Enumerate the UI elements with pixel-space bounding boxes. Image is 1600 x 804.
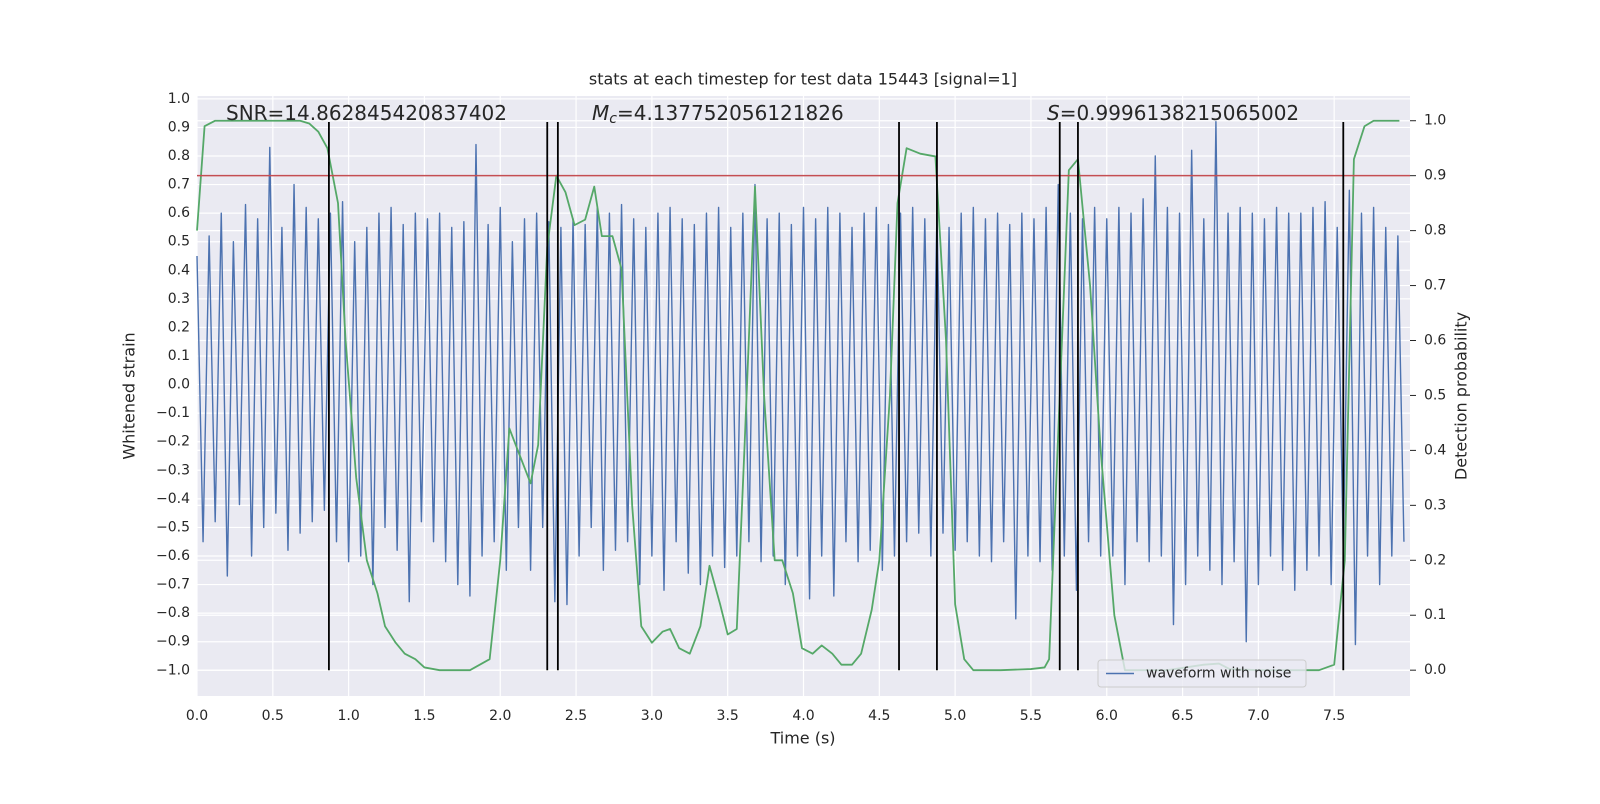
chart-title: stats at each timestep for test data 154… xyxy=(589,70,1017,89)
x-tick-label: 2.5 xyxy=(565,708,587,724)
annotation: S=0.9996138215065002 xyxy=(1047,101,1299,125)
y-tick-label: 0.3 xyxy=(168,291,190,307)
x-tick-label: 3.5 xyxy=(717,708,739,724)
y-tick-label: −0.6 xyxy=(156,548,190,564)
y-tick-label: −0.2 xyxy=(156,434,190,450)
x-tick-label: 2.0 xyxy=(489,708,511,724)
labels: stats at each timestep for test data 154… xyxy=(120,70,1471,748)
y-tick-label: 0.8 xyxy=(168,148,190,164)
y-tick-label: 0.1 xyxy=(168,348,190,364)
y-tick-label: 0.7 xyxy=(168,177,190,193)
x-tick-label: 1.5 xyxy=(413,708,435,724)
annotation: Mc=4.137752056121826 xyxy=(592,101,844,128)
y-tick-label: 0.0 xyxy=(168,377,190,393)
annotation-symbol: S xyxy=(1047,101,1060,125)
y2-tick-label: 0.7 xyxy=(1424,278,1446,294)
y-tick-label: −0.7 xyxy=(156,577,190,593)
y-tick-label: −0.3 xyxy=(156,462,190,478)
x-tick-label: 1.0 xyxy=(337,708,359,724)
y-tick-label: 0.4 xyxy=(168,262,190,278)
legend-label: waveform with noise xyxy=(1146,666,1291,682)
y-tick-label: −0.5 xyxy=(156,519,190,535)
annotation-text: =4.137752056121826 xyxy=(617,101,844,125)
x-tick-label: 5.0 xyxy=(944,708,966,724)
annotation-subscript: c xyxy=(609,111,617,127)
y2-tick-label: 0.0 xyxy=(1424,662,1446,678)
x-tick-label: 3.0 xyxy=(641,708,663,724)
x-tick-label: 0.0 xyxy=(186,708,208,724)
y2-tick-label: 0.5 xyxy=(1424,387,1446,403)
y-tick-label: −0.8 xyxy=(156,605,190,621)
y-tick-label: −0.1 xyxy=(156,405,190,421)
y2-tick-label: 0.3 xyxy=(1424,497,1446,513)
y-tick-label: 0.9 xyxy=(168,119,190,135)
y-tick-label: 1.0 xyxy=(168,91,190,107)
y-tick-label: −1.0 xyxy=(156,662,190,678)
y-tick-label: 0.2 xyxy=(168,319,190,335)
y-tick-label: −0.9 xyxy=(156,634,190,650)
legend-box xyxy=(1097,659,1307,688)
y-axis-label: Whitened strain xyxy=(120,332,139,459)
y2-tick-label: 0.9 xyxy=(1424,168,1446,184)
waveform-line xyxy=(196,121,1405,646)
x-tick-label: 4.0 xyxy=(792,708,814,724)
x-axis-label: Time (s) xyxy=(769,729,835,748)
x-tick-label: 6.0 xyxy=(1096,708,1118,724)
y-tick-label: 0.5 xyxy=(168,234,190,250)
x-tick-label: 6.5 xyxy=(1171,708,1193,724)
annotation-symbol: M xyxy=(592,101,609,125)
y2-tick-label: 0.8 xyxy=(1424,223,1446,239)
y2-tick-label: 0.2 xyxy=(1424,552,1446,568)
legend: waveform with noise xyxy=(1097,659,1307,688)
y-tick-label: −0.4 xyxy=(156,491,190,507)
probability-line xyxy=(196,119,1400,672)
y2-tick-label: 0.6 xyxy=(1424,333,1446,349)
annotation-text: SNR=14.862845420837402 xyxy=(226,101,507,125)
annotation-text: =0.9996138215065002 xyxy=(1060,101,1299,125)
annotation: SNR=14.862845420837402 xyxy=(226,101,507,125)
x-tick-label: 0.5 xyxy=(262,708,284,724)
x-tick-label: 7.0 xyxy=(1247,708,1269,724)
y-tick-label: 0.6 xyxy=(168,205,190,221)
x-tick-label: 4.5 xyxy=(868,708,890,724)
marks xyxy=(196,119,1410,672)
y2-tick-label: 1.0 xyxy=(1424,113,1446,129)
y2-tick-label: 0.4 xyxy=(1424,442,1446,458)
x-tick-label: 5.5 xyxy=(1020,708,1042,724)
y2-axis-label: Detection probability xyxy=(1452,312,1471,480)
x-tick-label: 7.5 xyxy=(1323,708,1345,724)
y2-tick-label: 0.1 xyxy=(1424,607,1446,623)
